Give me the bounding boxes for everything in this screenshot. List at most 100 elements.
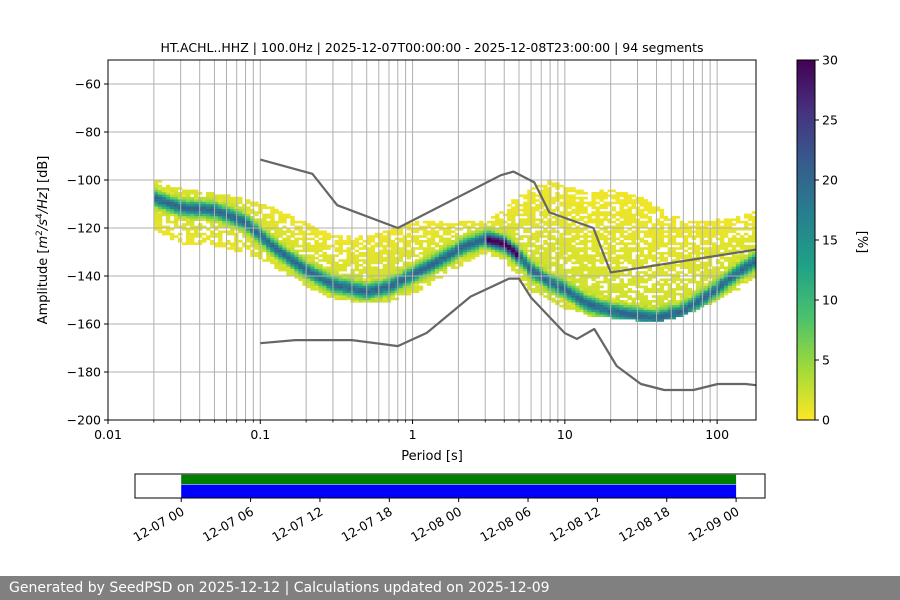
heatmap-cell [547,208,552,212]
heatmap-cell [527,268,532,272]
heatmap-cell [563,307,568,310]
heatmap-cell [503,228,508,231]
heatmap-cell [523,204,528,207]
heatmap-cell [547,266,552,269]
heatmap-cell [511,249,516,253]
heatmap-cell [567,268,572,272]
heatmap-cell [462,249,468,253]
heatmap-cell [719,220,725,224]
heatmap-cell [346,249,351,253]
heatmap-cell [583,249,588,253]
heatmap-cell [643,295,649,298]
heatmap-cell [663,302,669,305]
heatmap-cell [671,273,677,277]
heatmap-cell [495,244,500,248]
heatmap-cell [611,235,616,238]
heatmap-cell [627,206,632,209]
heatmap-cell [711,266,717,269]
heatmap-cell [655,295,661,298]
heatmap-cell [322,259,327,262]
heatmap-cell [334,297,339,301]
heatmap-cell [318,283,323,286]
heatmap-cell [607,302,612,305]
heatmap-cell [438,268,444,272]
heatmap-cell [378,292,384,296]
heatmap-cell [446,249,452,253]
heatmap-cell [599,292,604,296]
heatmap-cell [238,223,243,226]
heatmap-cell [647,300,653,303]
colorbar-tick-label: 25 [822,113,838,128]
heatmap-cell [675,247,681,250]
heatmap-cell [458,242,464,245]
heatmap-cell [687,264,693,267]
heatmap-cell [627,307,632,310]
heatmap-cell [342,295,347,298]
heatmap-cell [354,259,359,262]
heatmap-cell [442,228,448,231]
heatmap-cell [322,252,327,255]
heatmap-cell [631,290,636,293]
heatmap-cell [358,292,363,296]
heatmap-cell [623,259,628,262]
heatmap-cell [519,213,524,217]
heatmap-cell [177,240,183,243]
heatmap-cell [547,201,552,205]
heatmap-cell [246,199,251,202]
heatmap-cell [603,276,608,279]
heatmap-cell [470,237,476,241]
heatmap-cell [559,211,564,214]
heatmap-cell [326,232,331,236]
heatmap-cell [378,278,384,281]
heatmap-cell [683,225,689,229]
heatmap-cell [402,290,408,293]
heatmap-cell [583,240,588,243]
heatmap-cell [571,273,576,277]
heatmap-cell [474,244,480,248]
heatmap-cell [627,220,632,224]
heatmap-cell [727,225,733,229]
heatmap-cell [290,232,295,236]
heatmap-cell [639,247,644,250]
heatmap-cell [563,278,568,281]
heatmap-cell [226,220,231,224]
heatmap-cell [422,247,428,250]
heatmap-cell [210,230,215,233]
heatmap-cell [531,232,536,236]
heatmap-cell [735,242,741,245]
heatmap-cell [430,268,436,272]
heatmap-cell [262,249,267,253]
heatmap-cell [354,244,359,248]
heatmap-cell [563,288,568,291]
heatmap-cell [623,247,628,250]
heatmap-cell [547,247,552,250]
heatmap-cell [454,261,460,265]
heatmap-cell [314,288,319,291]
heatmap-cell [639,249,644,253]
heatmap-cell [591,240,596,243]
heatmap-cell [571,304,576,308]
heatmap-cell [262,216,267,219]
heatmap-cell [623,218,628,221]
heatmap-cell [414,268,420,272]
heatmap-cell [474,237,480,241]
heatmap-cell [358,271,363,274]
heatmap-cell [202,216,207,219]
heatmap-cell [306,237,311,241]
heatmap-cell [647,204,653,207]
heatmap-cell [651,232,657,236]
heatmap-cell [659,223,665,226]
heatmap-cell [667,312,673,315]
heatmap-cell [418,288,424,291]
heatmap-cell [651,271,657,274]
heatmap-cell [278,268,283,272]
heatmap-cell [466,244,472,248]
heatmap-cell [631,237,636,241]
heatmap-cell [318,278,323,281]
x-tick-label: 0.1 [250,427,270,442]
heatmap-cell [671,230,677,233]
heatmap-cell [374,244,380,248]
heatmap-cell [294,276,299,279]
heatmap-cell [547,276,552,279]
heatmap-cell [531,261,536,265]
